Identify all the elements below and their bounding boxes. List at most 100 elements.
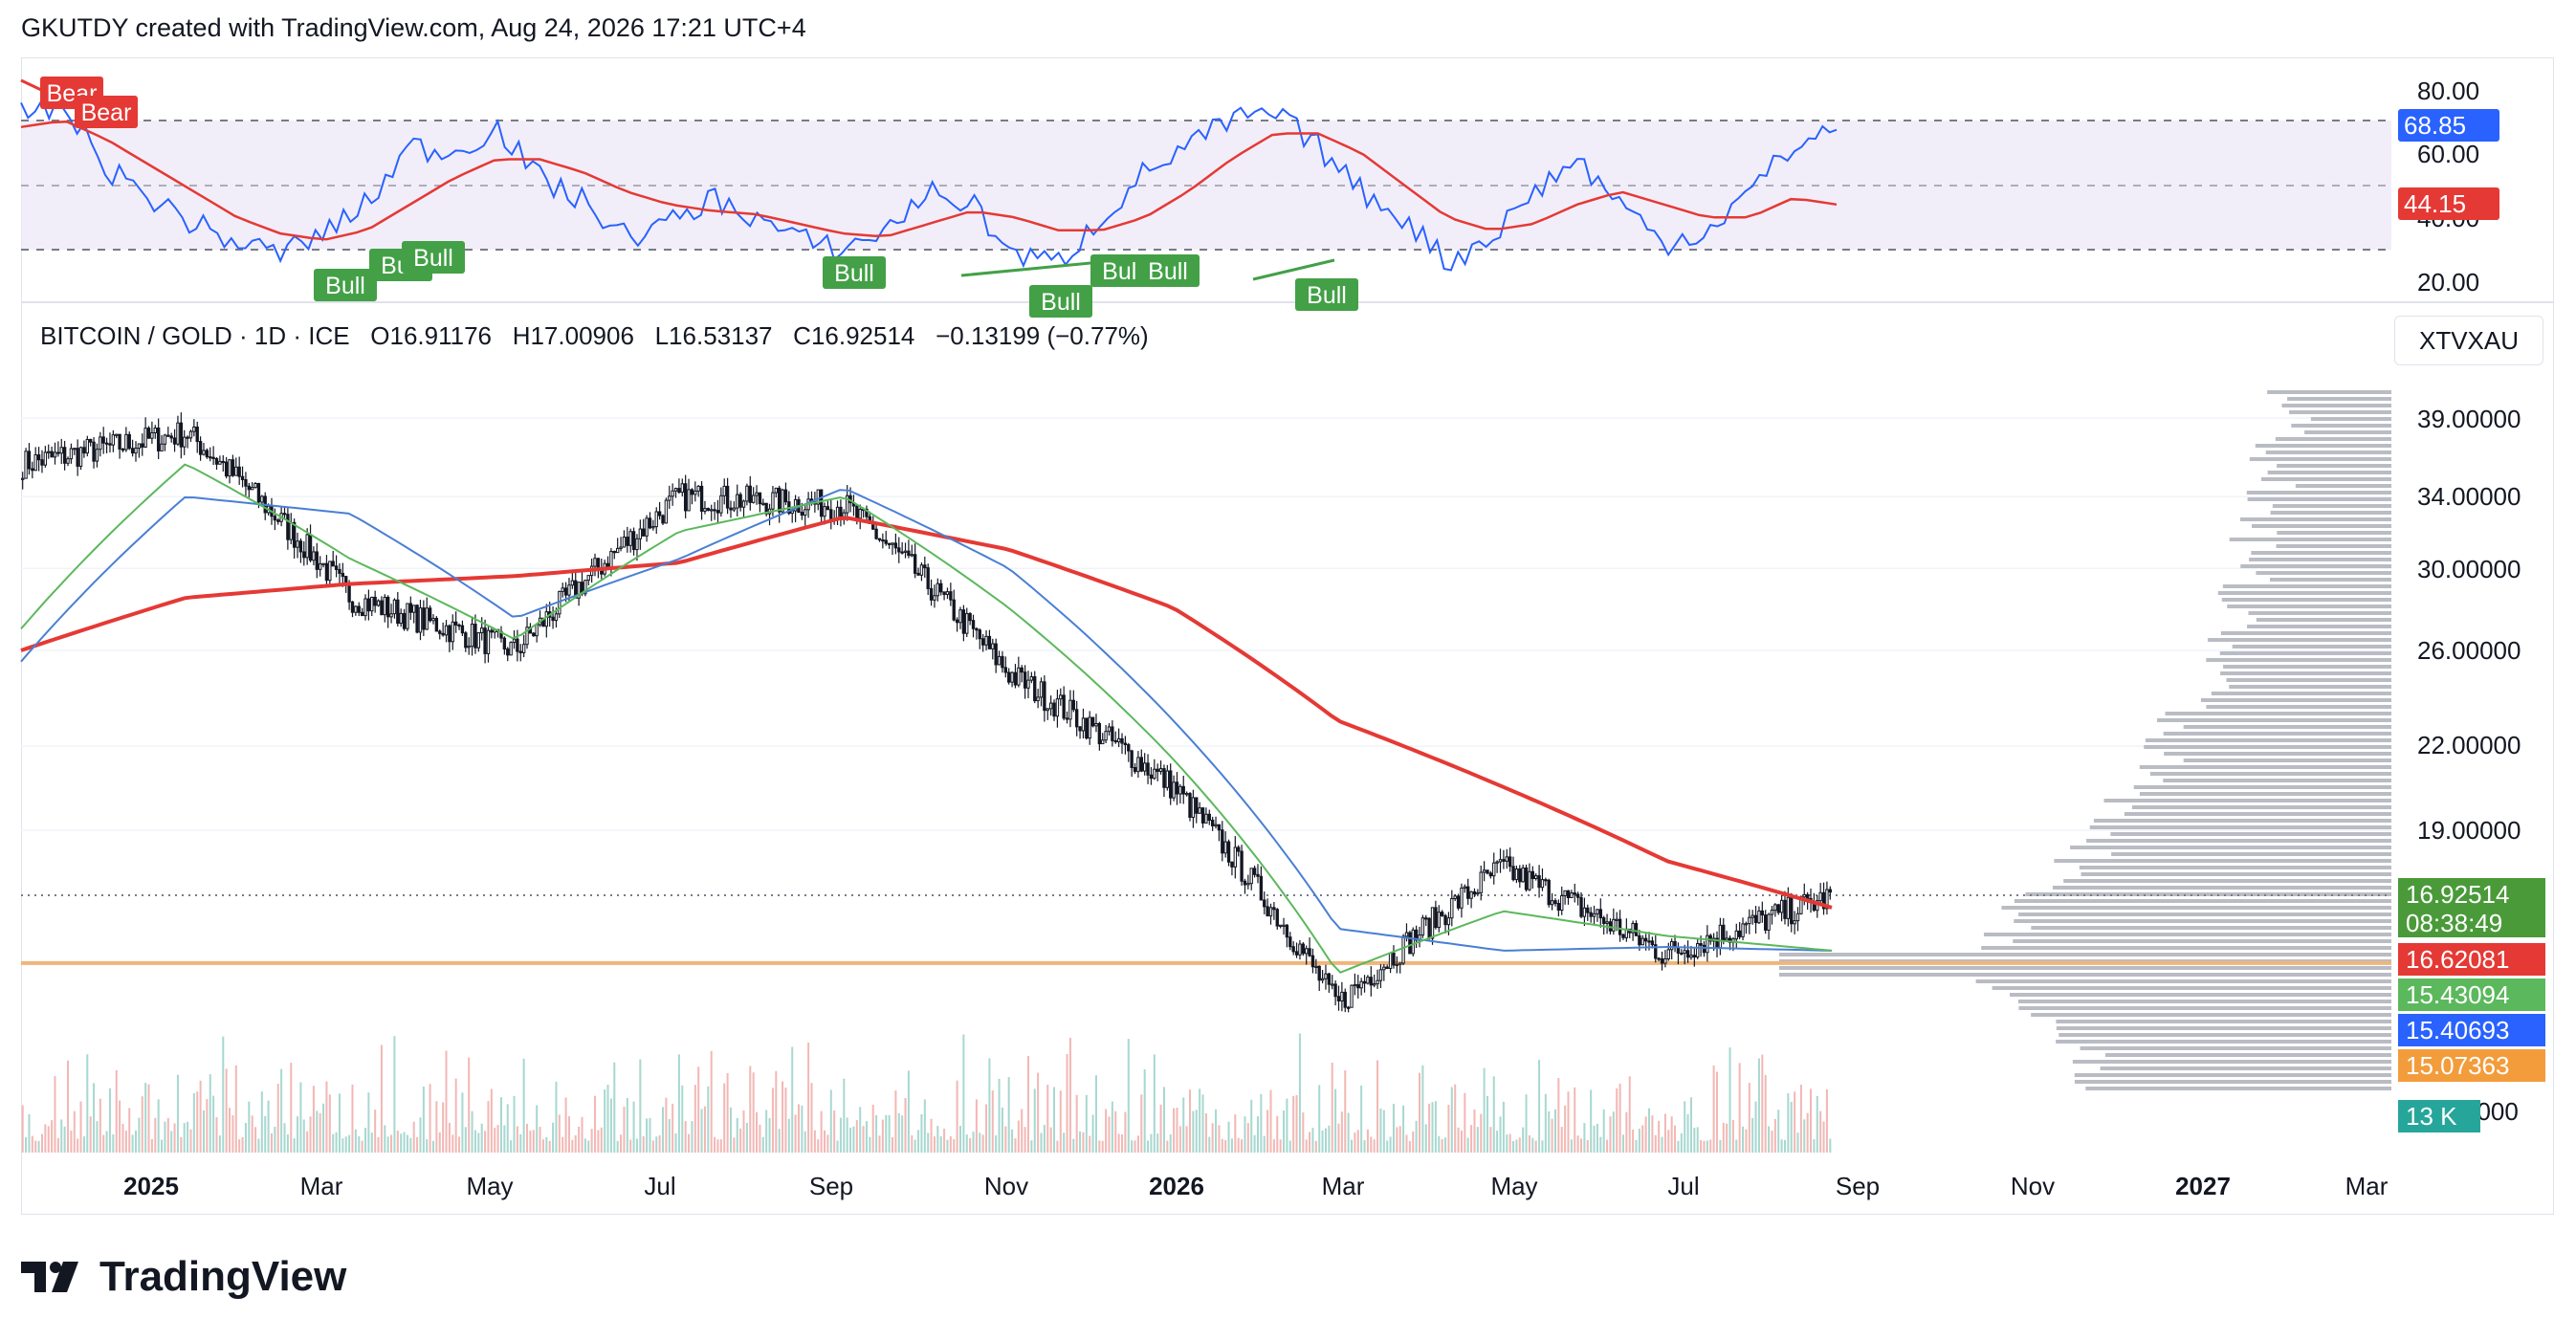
candle-body [1446,917,1451,926]
bull-signal-label[interactable]: Bull [1295,278,1358,311]
price-axis-tick: 39.00000 [2417,405,2521,433]
candle-body [1233,846,1238,868]
rsi-axis-tick: 60.00 [2417,140,2480,168]
volume-profile-row [1992,986,2391,990]
volume-bar [358,1135,361,1153]
price-axis-tick: 30.00000 [2417,555,2521,583]
candle-body [1107,726,1112,733]
volume-bar [979,1132,981,1153]
candle-body [1090,716,1095,727]
candle-body [1741,923,1745,937]
candle-body [716,510,720,514]
volume-bar [891,1136,894,1153]
candle-body [997,655,1002,666]
candle-body [1689,955,1693,958]
volume-bar [1483,1067,1486,1153]
price-axis-tick: 26.00000 [2417,636,2521,665]
candle-body [1821,891,1826,910]
candle-body [804,509,807,517]
volume-bar [1344,1069,1347,1153]
volume-bar [28,1113,31,1153]
volume-bar [1712,1065,1715,1153]
volume-profile-row [2018,1006,2391,1010]
candle-body [654,511,658,528]
volume-bar [422,1086,425,1153]
volume-bar [1803,1119,1806,1153]
tradingview-logo[interactable]: TradingView [21,1253,346,1301]
volume-profile-row [1779,953,2391,956]
volume-bar [1466,1137,1469,1153]
volume-bar [581,1116,583,1153]
candle-body [134,448,138,454]
volume-bar [1696,1127,1699,1153]
candle-body [1191,797,1196,818]
candle-body [1495,861,1499,864]
rsi-axis-tick: 20.00 [2417,268,2480,297]
candle-body [127,433,131,450]
tradingview-logo-icon [21,1262,78,1292]
volume-bar [1136,1135,1139,1153]
volume-bar [1444,1137,1447,1153]
volume-bar [1722,1122,1725,1153]
candle-body [1048,702,1053,710]
volume-bar [189,1129,192,1153]
symbol-button[interactable]: XTVXAU [2394,316,2543,365]
bull-signal-label[interactable]: Bull [823,256,886,289]
volume-bar [1816,1095,1818,1153]
volume-profile-row [2157,718,2391,722]
candle-body [900,551,904,554]
legend-change: −0.13199 (−0.77%) [936,321,1149,350]
rsi-line [20,98,1838,272]
volume-bar [1192,1110,1195,1153]
candle-body [198,441,203,455]
volume-bar [778,1129,781,1153]
candle-body [975,627,979,631]
candle-body [1802,893,1806,898]
bear-signal-label[interactable]: Bear [75,96,138,128]
candle-body [78,447,83,467]
ma200-line [20,516,1833,910]
volume-bar [871,1104,874,1153]
candle-body [179,422,184,448]
volume-bar [426,1139,429,1153]
volume-bar [1201,1094,1204,1153]
candle-body [224,461,229,477]
candle-body [1230,861,1234,868]
bull-signal-label[interactable]: Bull [314,269,377,301]
volume-bar [1625,1111,1628,1153]
candle-body [1162,768,1166,788]
volume-bar [173,1123,176,1153]
volume-bar [1376,1060,1379,1153]
volume-value-tag: 13 K [2398,1100,2480,1132]
volume-bar [1091,1114,1094,1153]
volume-profile-row [2211,692,2391,695]
volume-bar [1609,1116,1612,1153]
bull-signal-label[interactable]: Bull [402,241,465,274]
volume-bar [1644,1116,1647,1153]
volume-bar [166,1117,169,1153]
volume-bar [183,1123,186,1153]
volume-bar [1221,1138,1223,1153]
volume-bar [564,1097,567,1153]
candle-body [1575,893,1580,898]
volume-bar [1790,1101,1793,1153]
candle-body [1463,886,1467,889]
candle-body [541,617,545,627]
candle-body [366,598,371,612]
time-axis-tick: Mar [2345,1172,2389,1200]
volume-profile-row [2110,832,2391,836]
bull-signal-label[interactable]: Bull [1029,285,1092,318]
candle-body [153,427,157,433]
candle-body [1460,887,1464,909]
volume-profile-row [2304,430,2391,434]
volume-bar [567,1115,570,1153]
volume-bar [56,1137,59,1153]
volume-profile-row [2031,1013,2391,1017]
candle-body [586,575,590,582]
bull-signal-label[interactable]: Bull [1136,254,1200,287]
volume-profile-row [2072,1060,2391,1064]
volume-bar [875,1114,878,1153]
volume-bar [1641,1125,1644,1153]
candle-body [1602,917,1606,924]
